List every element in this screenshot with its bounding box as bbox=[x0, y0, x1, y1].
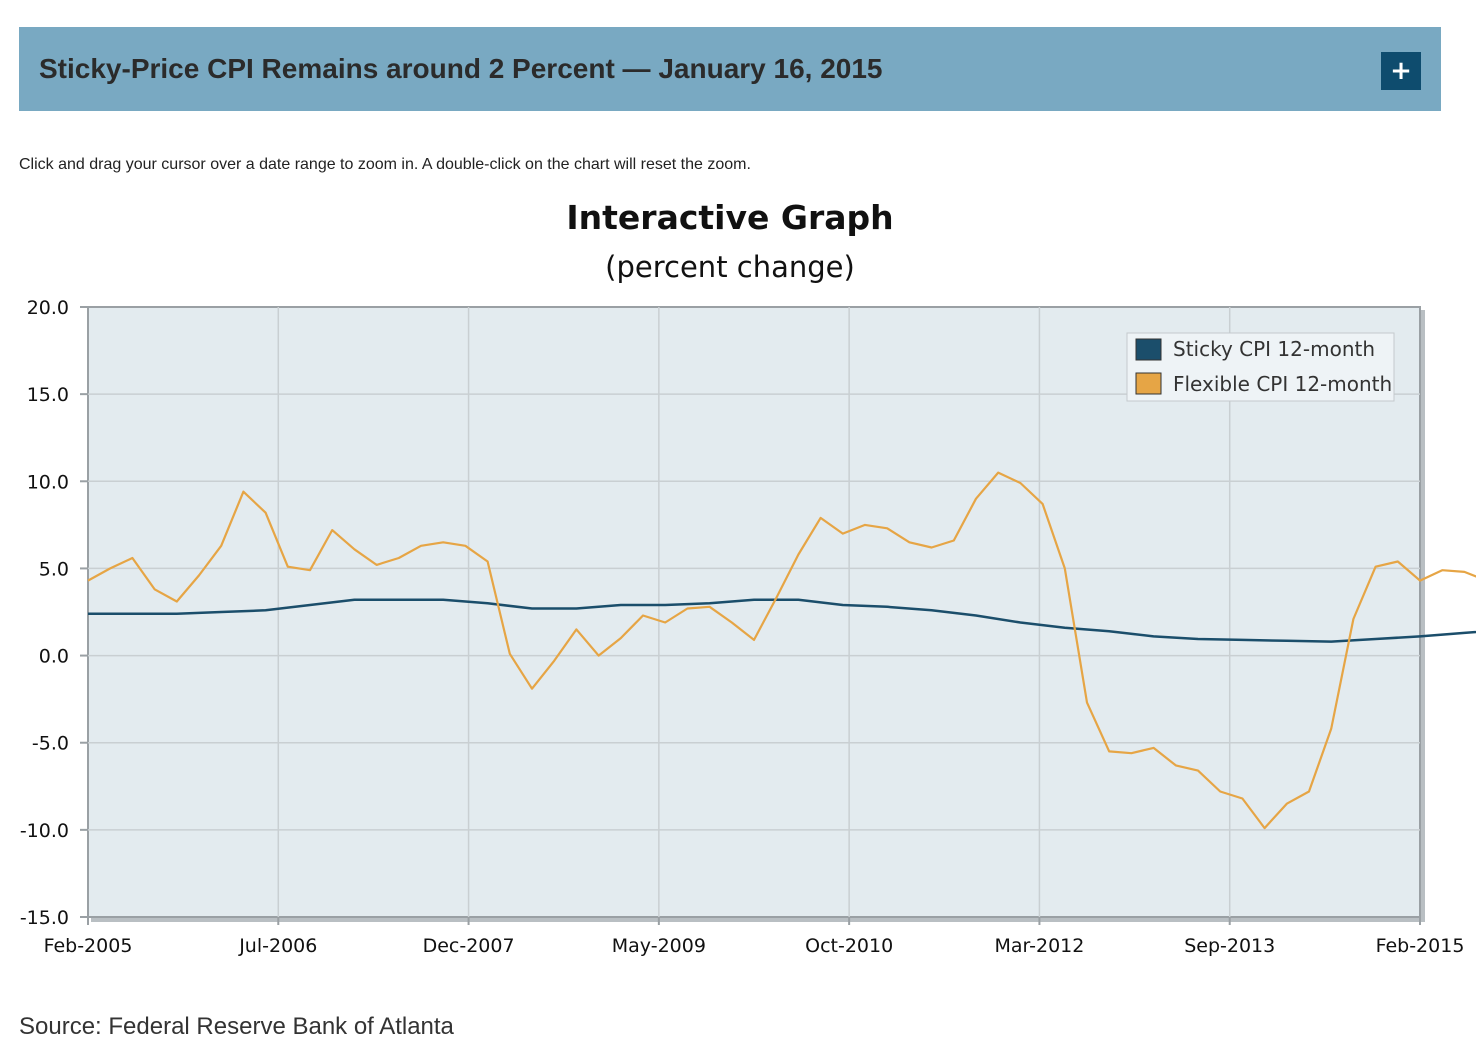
legend-swatch-sticky bbox=[1135, 338, 1162, 361]
interactive-chart[interactable]: Interactive Graph (percent change) 20.0 … bbox=[0, 190, 1476, 990]
header-bar: Sticky-Price CPI Remains around 2 Percen… bbox=[19, 27, 1441, 111]
y-tick-label: 5.0 bbox=[39, 558, 69, 580]
plot-area[interactable] bbox=[87, 306, 1421, 918]
page-title: Sticky-Price CPI Remains around 2 Percen… bbox=[39, 53, 883, 84]
x-axis-ticks: Feb-2005 Jul-2006 Dec-2007 May-2009 Oct-… bbox=[44, 935, 1465, 957]
chart-title: Interactive Graph bbox=[566, 198, 893, 237]
chart-subtitle: (percent change) bbox=[605, 250, 855, 284]
y-axis-ticks: 20.0 15.0 10.0 5.0 0.0 -5.0 -10.0 -15.0 bbox=[20, 297, 69, 929]
source-note: Source: Federal Reserve Bank of Atlanta bbox=[19, 1013, 454, 1040]
zoom-instructions: Click and drag your cursor over a date r… bbox=[19, 156, 751, 173]
y-tick-label: 0.0 bbox=[39, 646, 69, 668]
legend-box bbox=[1126, 332, 1395, 402]
legend-label-sticky: Sticky CPI 12-month bbox=[1173, 337, 1375, 361]
x-tick-label: Oct-2010 bbox=[805, 935, 893, 957]
y-tick-label: -10.0 bbox=[20, 820, 69, 842]
y-tick-label: 15.0 bbox=[27, 384, 69, 406]
y-tick-label: 10.0 bbox=[27, 471, 69, 493]
x-tick-label: May-2009 bbox=[612, 935, 706, 957]
flexible-cpi-line[interactable] bbox=[87, 471, 1476, 830]
x-tick-label: Jul-2006 bbox=[238, 935, 317, 957]
x-tick-label: Sep-2013 bbox=[1184, 935, 1275, 957]
chart-legend: Sticky CPI 12-month Flexible CPI 12-mont… bbox=[1126, 332, 1395, 402]
x-tick-label: Mar-2012 bbox=[995, 935, 1085, 957]
legend-label-flexible: Flexible CPI 12-month bbox=[1173, 372, 1392, 396]
x-tick-label: Dec-2007 bbox=[423, 935, 515, 957]
x-tick-label: Feb-2015 bbox=[1376, 935, 1465, 957]
expand-button[interactable]: + bbox=[1381, 52, 1421, 90]
x-tick-label: Feb-2005 bbox=[44, 935, 133, 957]
legend-swatch-flexible bbox=[1135, 372, 1162, 395]
y-tick-label: -5.0 bbox=[32, 733, 69, 755]
sticky-cpi-line[interactable] bbox=[88, 598, 1476, 643]
y-tick-label: 20.0 bbox=[27, 297, 69, 319]
y-tick-label: -15.0 bbox=[20, 907, 69, 929]
